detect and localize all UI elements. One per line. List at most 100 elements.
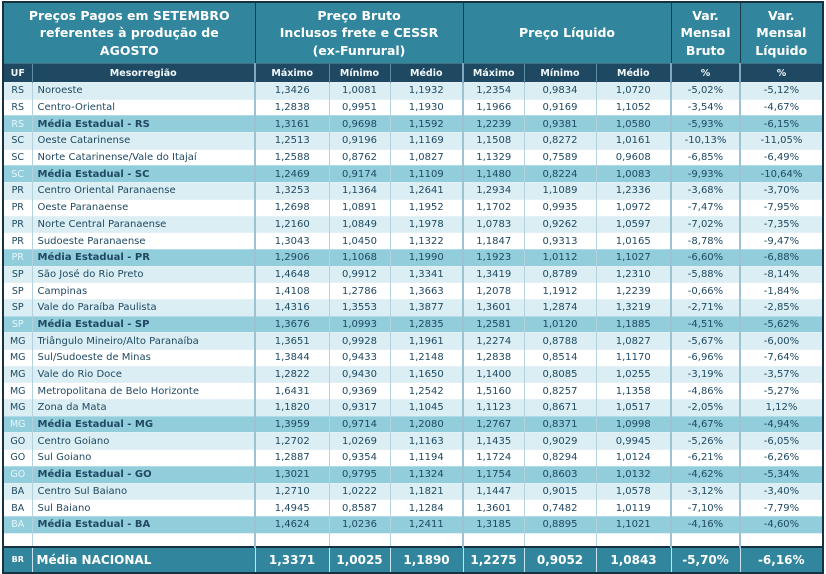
cell-maximo-bruto: 1,3651 [254, 332, 329, 350]
cell-var-bruto: -5,26% [670, 432, 740, 450]
table-row: PR Norte Central Paranaense 1,2160 1,0849 1,… [4, 215, 822, 233]
cell-minimo-liquido: 0,9169 [523, 98, 596, 116]
cell-mesorregiao: Sudoeste Paranaense [31, 232, 255, 250]
cell-minimo-liquido: 0,9029 [523, 432, 596, 450]
cell-minimo-liquido: 0,8671 [523, 399, 596, 417]
cell-maximo-bruto: 1,1820 [254, 399, 329, 417]
cell-minimo-bruto: 1,0269 [328, 432, 390, 450]
cell-maximo-liquido: 1,1400 [462, 365, 524, 383]
cell-minimo-bruto: 1,2786 [328, 282, 390, 300]
cell-minimo-bruto: 0,9698 [328, 115, 390, 133]
cell-minimo-bruto: 0,9912 [328, 265, 390, 283]
price-table: Preços Pagos em SETEMBRO referentes à pr… [4, 3, 822, 572]
cell-uf: GO [4, 449, 32, 467]
table-row: MG Vale do Rio Doce 1,2822 0,9430 1,1650 1,14… [4, 365, 822, 383]
col-header-medio-liquido: Médio [595, 63, 671, 83]
cell-maximo-liquido: 1,1435 [462, 432, 524, 450]
table-row: MG Triângulo Mineiro/Alto Paranaíba 1,3651… [4, 332, 822, 350]
cell-medio-bruto: 1,1169 [389, 132, 463, 150]
cell-maximo-liquido: 1,2239 [462, 115, 524, 133]
col-header-minimo-bruto: Mínimo [328, 63, 390, 83]
cell-var-liquido: -7,95% [739, 198, 822, 216]
cell-var-bruto: -4,67% [670, 415, 740, 433]
cell-var-liquido: -5,27% [739, 382, 822, 400]
cell-maximo-liquido: 1,1847 [462, 232, 524, 250]
state-average-row: SP Média Estadual - SP 1,3676 1,0993 1,2835 1… [4, 315, 822, 333]
cell-medio-bruto: 1,1194 [389, 449, 463, 467]
cell-minimo-bruto: 1,1364 [328, 182, 390, 200]
cell-var-liquido: -9,47% [739, 232, 822, 250]
cell-maximo-liquido: 1,1508 [462, 132, 524, 150]
state-average-row: SC Média Estadual - SC 1,2469 0,9174 1,1109 1… [4, 165, 822, 183]
cell-medio-bruto: 1,2641 [389, 182, 463, 200]
cell-uf: RS [4, 115, 32, 133]
cell-medio-liquido: 0,9608 [595, 148, 671, 166]
col-header-pct-bruto: % [670, 63, 740, 83]
cell-minimo-bruto: 1,0450 [328, 232, 390, 250]
table-row: SP Vale do Paraíba Paulista 1,4316 1,3553 1,… [4, 298, 822, 317]
col-header-medio-bruto: Médio [389, 63, 463, 83]
cell-medio-bruto: 1,1952 [389, 198, 463, 216]
cell-minimo-bruto: 0,9928 [328, 332, 390, 350]
table-row: BA Sul Baiano 1,4945 0,8587 1,1284 1,3601 0,74… [4, 499, 822, 517]
cell-var-liquido: -7,64% [739, 349, 822, 367]
cell-minimo-liquido: 0,8085 [523, 365, 596, 383]
cell-medio-liquido: 1,0255 [595, 365, 671, 383]
cell-maximo-liquido: 1,1724 [462, 449, 524, 467]
cell-minimo-liquido: 1,2874 [523, 298, 596, 317]
table-row: PR Centro Oriental Paranaense 1,3253 1,1364… [4, 182, 822, 200]
cell-medio-bruto: 1,1932 [389, 82, 463, 100]
cell-minimo-liquido: 0,8294 [523, 449, 596, 467]
state-average-row: GO Média Estadual - GO 1,3021 0,9795 1,1324 1… [4, 465, 822, 483]
cell-minimo-liquido: 0,8603 [523, 465, 596, 483]
cell-uf: SC [4, 148, 32, 166]
cell-maximo-liquido: 1,1447 [462, 482, 524, 500]
cell-uf: PR [4, 215, 32, 233]
col-header-uf: UF [4, 63, 32, 83]
national-label: Média NACIONAL [31, 545, 255, 572]
cell-minimo-bruto: 0,9714 [328, 415, 390, 433]
cell-uf: BA [4, 499, 32, 517]
cell-maximo-bruto: 1,2838 [254, 98, 329, 116]
cell-var-bruto: -3,19% [670, 365, 740, 383]
cell-medio-bruto: 1,1978 [389, 215, 463, 233]
cell-maximo-bruto: 1,2906 [254, 248, 329, 267]
cell-mesorregiao: Noroeste [31, 82, 255, 100]
cell-var-liquido: -2,85% [739, 298, 822, 317]
cell-medio-liquido: 1,0597 [595, 215, 671, 233]
cell-minimo-bruto: 0,9433 [328, 349, 390, 367]
spacer-row [4, 532, 822, 547]
table-body: RS Noroeste 1,3426 1,0081 1,1932 1,2354 0,9834… [4, 82, 822, 534]
cell-var-liquido: -5,62% [739, 315, 822, 333]
cell-medio-liquido: 1,1021 [595, 515, 671, 534]
cell-maximo-liquido: 1,1329 [462, 148, 524, 166]
cell-maximo-bruto: 1,2698 [254, 198, 329, 216]
col-header-maximo-bruto: Máximo [254, 63, 329, 83]
cell-var-liquido: -5,34% [739, 465, 822, 483]
cell-var-bruto: -4,62% [670, 465, 740, 483]
cell-mesorregiao: Norte Central Paranaense [31, 215, 255, 233]
cell-uf: GO [4, 432, 32, 450]
cell-minimo-bruto: 0,9369 [328, 382, 390, 400]
cell-uf: SP [4, 315, 32, 333]
cell-uf: MG [4, 382, 32, 400]
cell-var-liquido: -8,14% [739, 265, 822, 283]
cell-medio-bruto: 1,2542 [389, 382, 463, 400]
cell-minimo-liquido: 0,7589 [523, 148, 596, 166]
column-header-row: UF Mesorregião Máximo Mínimo Médio Máxim… [4, 63, 822, 83]
cell-var-bruto: -4,86% [670, 382, 740, 400]
cell-var-liquido: -6,88% [739, 248, 822, 267]
table-row: SC Norte Catarinense/Vale do Itajaí 1,2588… [4, 148, 822, 166]
cell-medio-bruto: 1,1163 [389, 432, 463, 450]
cell-var-liquido: -6,15% [739, 115, 822, 133]
table-row: SP Campinas 1,4108 1,2786 1,3663 1,2078 1,1912… [4, 282, 822, 300]
cell-medio-liquido: 1,0578 [595, 482, 671, 500]
col-header-minimo-liquido: Mínimo [523, 63, 596, 83]
cell-uf: MG [4, 332, 32, 350]
cell-medio-bruto: 1,1990 [389, 248, 463, 267]
cell-minimo-bruto: 1,0891 [328, 198, 390, 216]
cell-maximo-liquido: 1,2274 [462, 332, 524, 350]
cell-maximo-liquido: 1,3185 [462, 515, 524, 534]
cell-minimo-bruto: 1,0849 [328, 215, 390, 233]
cell-uf: MG [4, 365, 32, 383]
